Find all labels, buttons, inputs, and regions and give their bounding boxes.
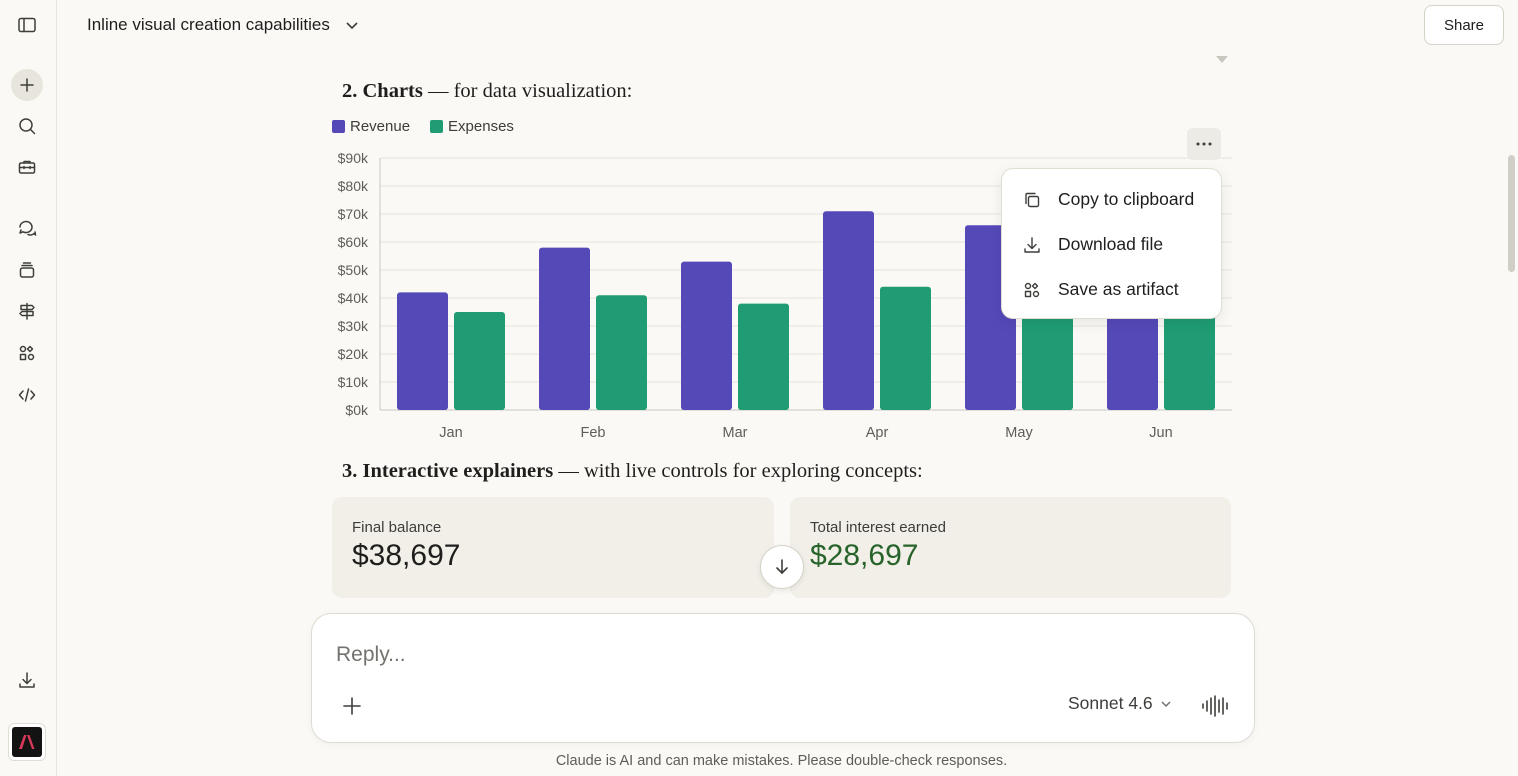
total-interest-value: $28,697 [810,539,919,572]
bar-revenue-jan [397,292,448,410]
anthropic-logo-icon [19,735,35,749]
y-tick-label: $20k [338,346,369,362]
chart-legend: Revenue Expenses [332,118,514,135]
sidebar-icon [18,17,36,33]
x-tick-label: Jan [439,425,462,441]
search-icon [19,118,36,135]
search-button[interactable] [11,110,43,142]
y-tick-label: $40k [338,290,369,306]
projects-icon [19,262,35,278]
share-button[interactable]: Share [1424,5,1504,45]
final-balance-value: $38,697 [352,539,461,572]
legend-revenue: Revenue [332,118,410,135]
shapes-icon [19,345,35,361]
y-tick-label: $60k [338,234,369,250]
chart-context-menu: Copy to clipboard Download file Save as … [1001,168,1222,319]
model-name: Sonnet 4.6 [1068,693,1153,713]
bar-revenue-feb [539,247,590,410]
total-interest-card: Total interest earned $28,697 [790,497,1231,598]
bar-expenses-apr [880,286,931,410]
legend-swatch [430,120,444,133]
top-bar: Inline visual creation capabilities Shar… [57,0,1518,50]
download-app-button[interactable] [11,664,43,696]
more-horizontal-icon [1196,142,1212,146]
menu-item-copy[interactable]: Copy to clipboard [1002,177,1221,222]
toggle-sidebar-button[interactable] [11,9,43,41]
legend-label: Expenses [448,118,514,135]
tools-button[interactable] [11,151,43,183]
app-logo[interactable] [8,723,46,761]
x-tick-label: Apr [866,425,889,441]
y-tick-label: $70k [338,206,369,222]
bar-expenses-may [1022,298,1073,410]
bar-expenses-jun [1164,300,1215,410]
projects-button[interactable] [11,254,43,286]
final-balance-card: Final balance $38,697 [332,497,774,598]
sidebar [0,0,57,776]
legend-swatch [332,120,345,133]
menu-item-download[interactable]: Download file [1002,222,1221,267]
chevron-down-icon [1161,700,1171,707]
menu-item-label: Download file [1058,234,1164,254]
collapse-caret [1216,56,1228,63]
x-tick-label: Mar [723,425,748,441]
add-attachment-button[interactable] [338,692,366,720]
reply-input[interactable] [336,640,1216,670]
toolbox-icon [18,160,36,174]
y-tick-label: $0k [345,402,369,418]
chats-button[interactable] [11,212,43,244]
menu-item-label: Copy to clipboard [1058,189,1195,209]
total-interest-label: Total interest earned [810,519,946,536]
plus-icon [20,78,34,92]
scroll-to-bottom-button[interactable] [760,545,804,589]
arrow-down-icon [776,559,788,574]
waveform-icon [1202,695,1228,717]
chevron-down-icon [346,22,358,30]
charts-heading: 2. Charts — for data visualization: [342,80,633,102]
reply-composer: Sonnet 4.6 [311,613,1255,743]
legend-expenses: Expenses [430,118,514,135]
artifact-icon [1024,282,1040,297]
scrollbar-thumb[interactable] [1508,155,1515,272]
new-chat-button[interactable] [11,69,43,101]
ai-disclaimer: Claude is AI and can make mistakes. Plea… [555,753,1008,769]
code-button[interactable] [11,379,43,411]
voice-mode-button[interactable] [1200,692,1230,720]
plus-icon [343,697,361,715]
y-tick-label: $30k [338,318,369,334]
y-tick-label: $10k [338,374,369,390]
signpost-icon [19,302,35,320]
artifacts-button[interactable] [11,337,43,369]
download-icon [1024,236,1040,253]
legend-label: Revenue [350,118,411,135]
copy-icon [1025,192,1040,207]
bar-expenses-mar [738,303,789,410]
code-icon [18,388,36,402]
x-tick-label: Jun [1149,425,1172,441]
logo-mark [12,727,42,757]
bar-expenses-jan [454,312,505,410]
signpost-button[interactable] [11,295,43,327]
x-tick-label: Feb [581,425,606,441]
conversation-title-menu[interactable]: Inline visual creation capabilities [87,15,360,35]
bar-revenue-mar [681,261,732,410]
bar-expenses-feb [596,295,647,410]
model-selector[interactable]: Sonnet 4.6 [1068,693,1172,714]
conversation-title: Inline visual creation capabilities [87,15,330,34]
menu-item-save-artifact[interactable]: Save as artifact [1002,267,1221,312]
bar-revenue-apr [823,211,874,410]
x-tick-label: May [1005,425,1033,441]
chart-more-button[interactable] [1187,128,1221,160]
y-tick-label: $90k [338,150,369,166]
y-tick-label: $80k [338,178,369,194]
y-tick-label: $50k [338,262,369,278]
final-balance-label: Final balance [352,519,442,536]
explainers-heading: 3. Interactive explainers — with live co… [342,460,923,482]
menu-item-label: Save as artifact [1058,279,1179,299]
chat-bubbles-icon [19,220,37,236]
download-icon [19,672,35,688]
bar-chart: $0k $10k $20k $30k $40k $50k $60k $70k $80k $90k J… [338,150,1232,441]
